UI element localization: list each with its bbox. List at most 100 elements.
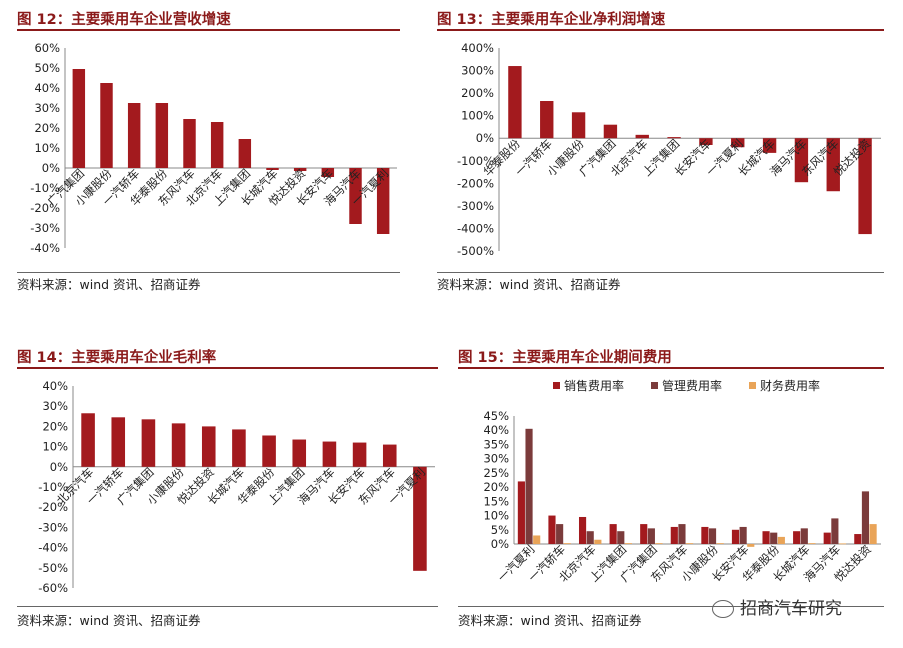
wechat-icon bbox=[712, 600, 734, 618]
bar bbox=[533, 535, 541, 544]
footer-rule bbox=[17, 606, 438, 607]
watermark: 招商汽车研究 bbox=[712, 594, 842, 619]
bar bbox=[838, 543, 847, 545]
bar bbox=[517, 481, 525, 544]
y-tick-label: 0% bbox=[476, 131, 494, 145]
bar bbox=[854, 534, 862, 544]
bar bbox=[670, 526, 678, 544]
bar bbox=[777, 536, 785, 544]
bar bbox=[655, 543, 663, 544]
bar bbox=[171, 423, 186, 467]
footer-rule bbox=[17, 272, 400, 273]
bar bbox=[556, 524, 564, 544]
bar bbox=[563, 543, 571, 544]
bar bbox=[155, 103, 169, 168]
bar bbox=[81, 413, 95, 467]
bar bbox=[793, 531, 801, 544]
y-tick-label: 0% bbox=[50, 460, 68, 474]
bar bbox=[708, 528, 717, 544]
chart-title: 图 14：主要乘用车企业毛利率 bbox=[17, 350, 217, 366]
legend-label: 财务费用率 bbox=[760, 378, 820, 393]
legend-swatch bbox=[553, 382, 560, 389]
bar bbox=[731, 138, 745, 148]
bar bbox=[210, 122, 224, 168]
source-note: 资料来源：wind 资讯、招商证券 bbox=[437, 277, 621, 292]
y-tick-label: 20% bbox=[42, 419, 68, 433]
bar bbox=[100, 83, 113, 168]
bar bbox=[858, 138, 872, 235]
bar bbox=[183, 119, 196, 168]
y-tick-label: 20% bbox=[34, 121, 60, 135]
chart-title: 图 13：主要乘用车企业净利润增速 bbox=[437, 12, 666, 28]
y-tick-label: 50% bbox=[34, 61, 60, 75]
bar bbox=[571, 112, 586, 139]
y-tick-label: -10% bbox=[30, 181, 60, 195]
title-rule bbox=[17, 29, 400, 31]
bar bbox=[232, 429, 246, 467]
y-tick-label: 100% bbox=[461, 109, 494, 123]
bar bbox=[321, 168, 335, 177]
bar bbox=[586, 531, 594, 544]
y-tick-label: -200% bbox=[457, 176, 494, 190]
bar bbox=[678, 524, 686, 544]
bar bbox=[540, 101, 554, 139]
bar bbox=[686, 543, 694, 544]
bar bbox=[716, 543, 724, 544]
y-tick-label: -50% bbox=[38, 561, 68, 575]
bar bbox=[667, 137, 681, 139]
bar bbox=[794, 138, 809, 183]
watermark-text: 招商汽车研究 bbox=[740, 599, 842, 619]
y-tick-label: -40% bbox=[30, 241, 60, 255]
y-tick-label: 45% bbox=[483, 409, 509, 423]
y-tick-label: 15% bbox=[483, 494, 509, 508]
y-tick-label: 10% bbox=[42, 440, 68, 454]
footer-rule bbox=[437, 272, 884, 273]
source-note: 资料来源：wind 资讯、招商证券 bbox=[17, 613, 201, 628]
y-tick-label: 30% bbox=[483, 452, 509, 466]
y-tick-label: 400% bbox=[461, 41, 494, 55]
chart-svg: -500% -400% -300% -200% -100% 0% 100% 200% 300% 4… bbox=[457, 41, 881, 258]
bar bbox=[238, 139, 252, 168]
chart-svg: -60%-50%-40%-30%-20%-10%0%10%20%30%40%北京… bbox=[38, 379, 435, 595]
y-tick-label: 30% bbox=[34, 101, 60, 115]
y-tick-label: -40% bbox=[38, 541, 68, 555]
bar bbox=[640, 524, 648, 544]
y-tick-label: 20% bbox=[483, 480, 509, 494]
bar bbox=[808, 543, 816, 544]
y-tick-label: -100% bbox=[457, 154, 494, 168]
legend-label: 销售费用率 bbox=[564, 378, 624, 393]
y-tick-label: -10% bbox=[38, 480, 68, 494]
bar bbox=[382, 444, 397, 467]
y-tick-label: 5% bbox=[491, 523, 509, 537]
bar bbox=[770, 532, 778, 544]
bar bbox=[739, 526, 747, 544]
bar bbox=[747, 544, 755, 547]
y-tick-label: 40% bbox=[34, 81, 60, 95]
bar bbox=[292, 439, 307, 467]
bar bbox=[72, 69, 86, 168]
bar bbox=[635, 134, 649, 139]
y-tick-label: -20% bbox=[30, 201, 60, 215]
bar bbox=[762, 138, 777, 153]
y-tick-label: 35% bbox=[483, 437, 509, 451]
footer-rule bbox=[458, 606, 884, 607]
bar bbox=[826, 138, 840, 192]
y-tick-label: 10% bbox=[483, 509, 509, 523]
source-note: 资料来源：wind 资讯、招商证券 bbox=[17, 277, 201, 292]
bar bbox=[701, 526, 709, 544]
bar bbox=[869, 524, 877, 544]
chart-svg: 0%5%10%15%20%25%30%35%40%45% 销售费用率 管理费用率 财务… bbox=[483, 378, 881, 585]
bar bbox=[800, 528, 808, 544]
y-tick-label: -30% bbox=[38, 520, 68, 534]
title-rule bbox=[17, 367, 438, 369]
y-tick-label: 40% bbox=[42, 379, 68, 393]
y-tick-label: -60% bbox=[38, 581, 68, 595]
bar bbox=[603, 124, 618, 139]
y-tick-label: 10% bbox=[34, 141, 60, 155]
source-note: 资料来源：wind 资讯、招商证券 bbox=[458, 613, 642, 628]
bar bbox=[262, 435, 276, 467]
y-tick-label: -30% bbox=[30, 221, 60, 235]
bar bbox=[376, 168, 390, 234]
chart-panel-2: 图 13：主要乘用车企业净利润增速 -500% -400% -300% -200% -1… bbox=[437, 8, 884, 298]
bar bbox=[823, 532, 831, 544]
